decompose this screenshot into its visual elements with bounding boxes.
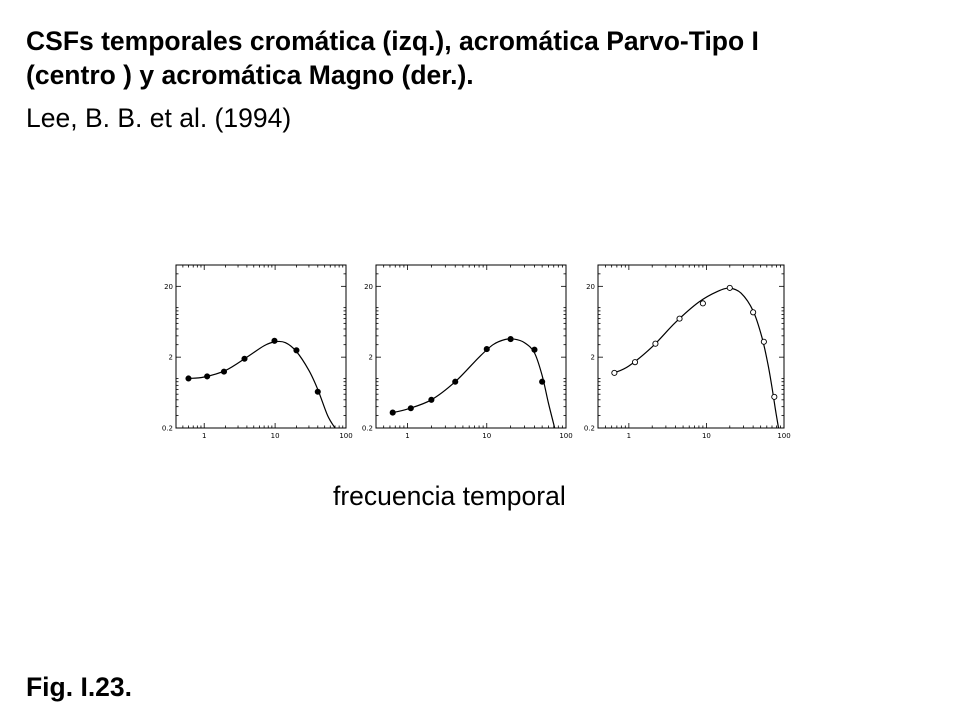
panel-2-x-tick-label: 1 [405,432,409,440]
panel-1-y-tick-label: 20 [164,283,173,291]
panel-1-data-point [314,388,321,395]
panel-2-data-point [483,346,490,353]
panel-3-data-point [611,369,618,376]
panel-3-data-point [631,359,639,366]
panel-2-fit-curve [392,338,556,429]
panel-1-x-tick-label: 10 [271,432,280,440]
panel-3-x-tick-label: 10 [702,432,711,440]
panel-1-x-tick-label: 1 [202,432,206,440]
x-axis-label: frecuencia temporal [333,481,566,511]
figure-title-line-2: (centro ) y acromática Magno (der.). [26,60,474,90]
panel-2-y-tick-label: 2 [369,354,373,362]
panel-2-data-point [428,396,435,403]
panel-2-data-point [407,405,414,412]
figure-title-line-1: CSFs temporales cromática (izq.), acromá… [26,26,759,56]
panel-3-x-tick-label: 100 [777,432,790,440]
panel-3-y-tick-label: 0.2 [584,425,595,433]
panel-3-fit-curve [614,287,780,429]
figure-title: CSFs temporales cromática (izq.), acromá… [26,24,946,92]
panel-1-data-point [293,347,300,354]
panel-3-data-point [699,300,706,307]
panel-2-y-tick-label: 0.2 [362,425,373,433]
panel-1-data-point [204,373,211,380]
panel-2-x-tick-label: 10 [482,432,491,440]
panel-2-data-point [452,378,459,385]
panel-1-y-tick-label: 2 [169,354,173,362]
panel-2-data-point [389,409,396,416]
csf-chart-panels: 1 10 100 20 2 0.2 1 10 100 20 2 0.2 1 10 100 20 2 0.2 [162,264,791,440]
panel-1-fit-curve [188,340,336,429]
panel-1-data-point [271,337,278,344]
panel-1-y-tick-label: 0.2 [162,425,173,433]
panel-2-data-point [507,336,514,343]
figure-label: Fig. I.23. [26,672,133,702]
panel-1-x-tick-label: 100 [339,432,352,440]
panel-2-y-tick-label: 20 [364,283,373,291]
panel-3-data-point [726,284,733,291]
panel-1-frame [175,264,347,429]
panel-3-data-point [676,315,683,322]
panel-1-data-point [241,355,248,362]
citation: Lee, B. B. et al. (1994) [26,103,292,133]
panel-2-data-point [539,378,546,385]
panel-3-y-tick-label: 2 [591,354,595,362]
panel-3-data-point [760,338,767,345]
panel-3-y-tick-label: 20 [586,283,595,291]
panel-3-frame [597,264,785,429]
panel-1-data-point [185,375,192,382]
panel-2-frame [375,264,567,429]
panel-3-data-point [771,393,778,400]
panel-2-data-point [531,346,538,353]
panel-3-x-tick-label: 1 [627,432,631,440]
panel-1-data-point [220,368,228,375]
panel-3-data-point [652,340,659,347]
panel-2-x-tick-label: 100 [559,432,572,440]
panel-3-data-point [750,309,757,316]
